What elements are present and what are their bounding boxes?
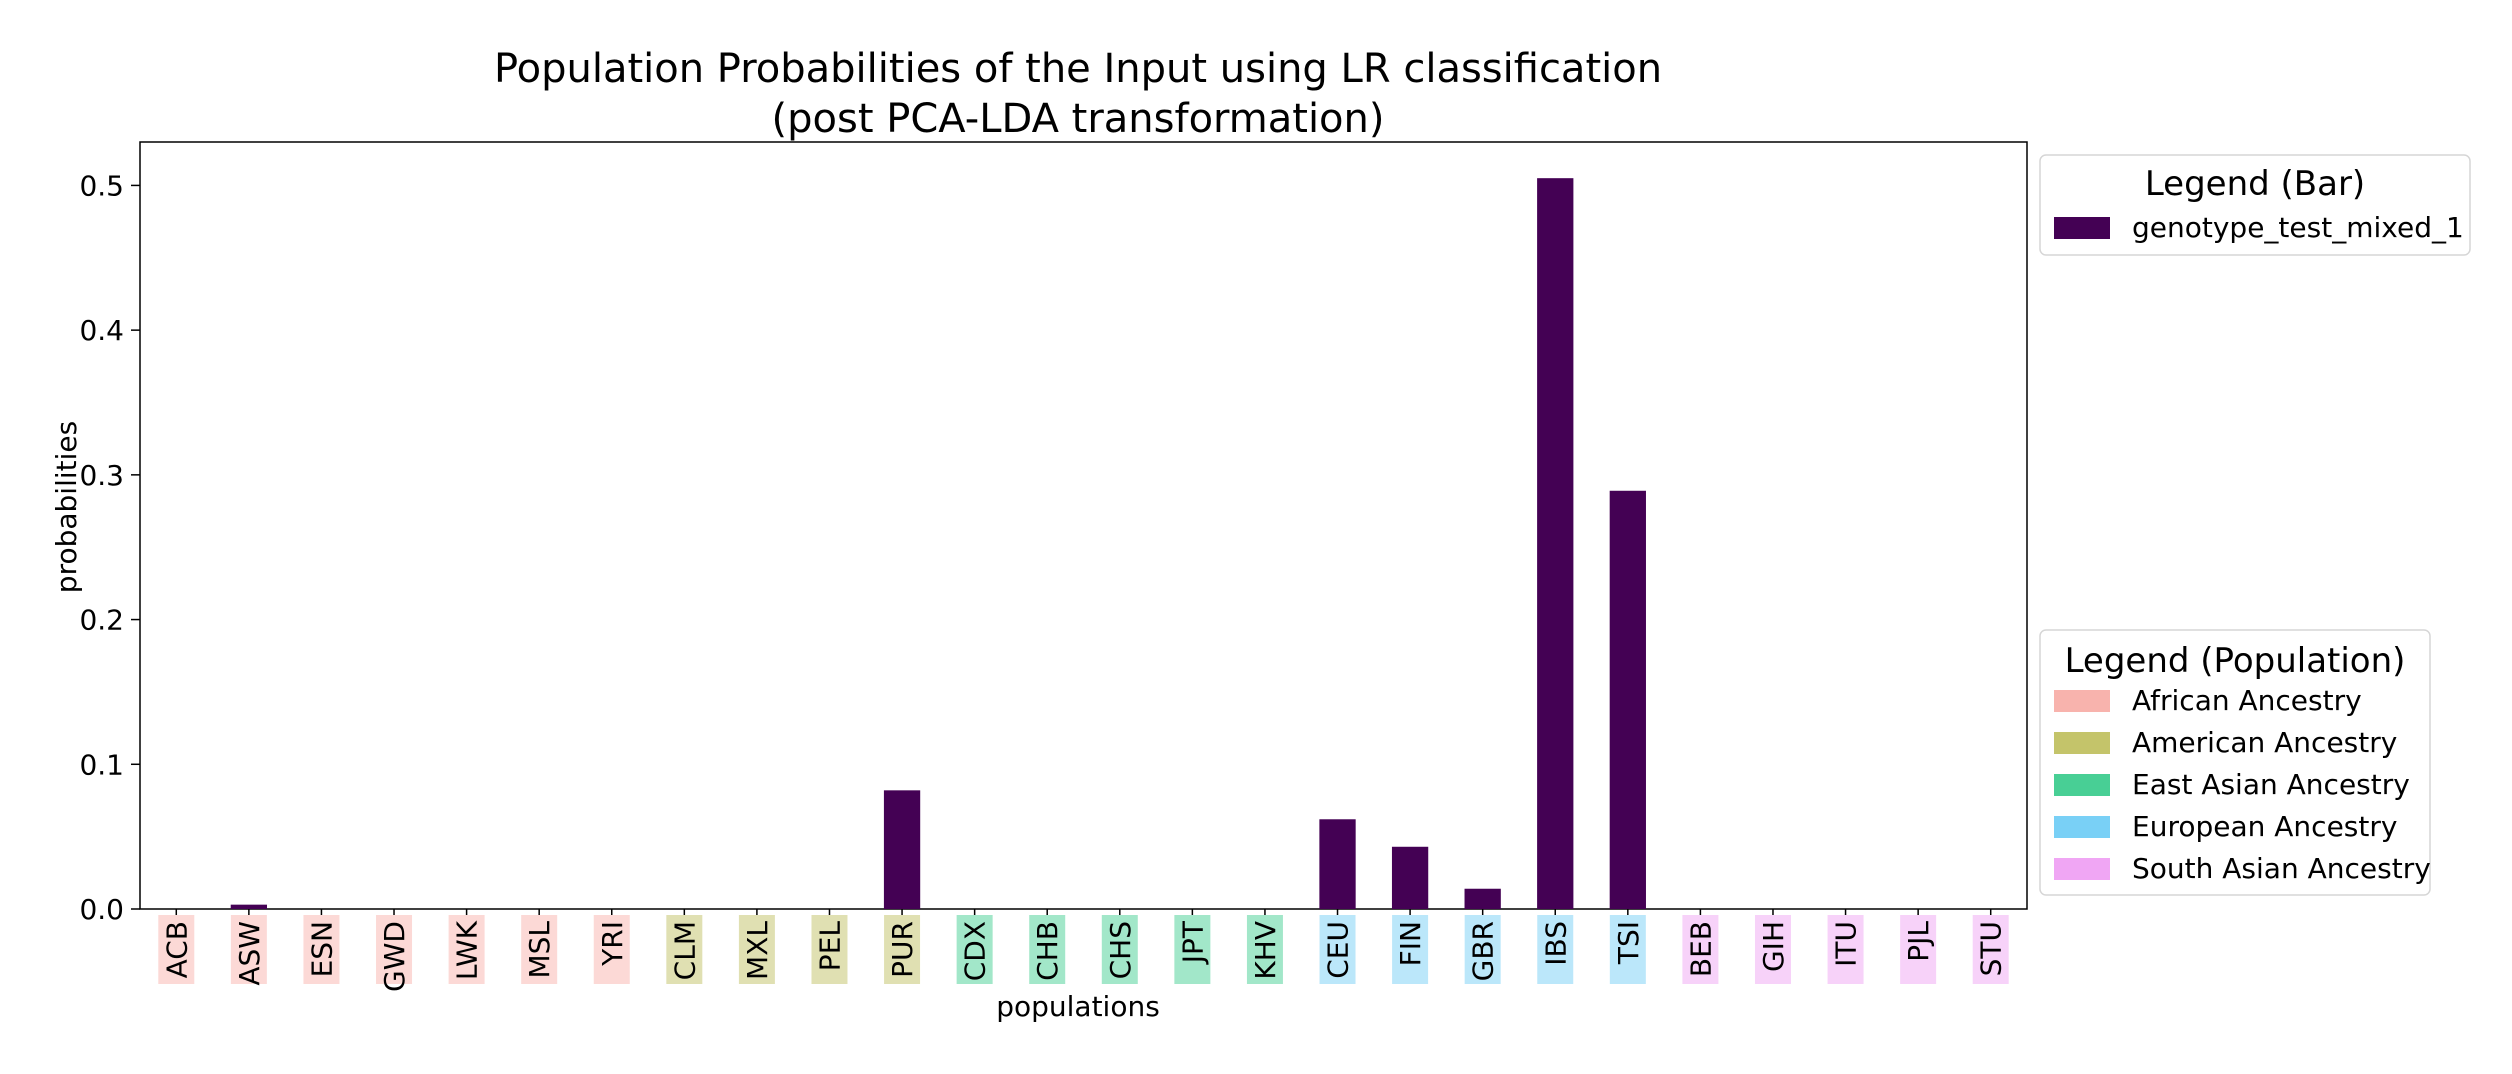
x-tick-label-bg bbox=[448, 915, 485, 984]
x-tick-label: LWK bbox=[451, 920, 484, 980]
x-tick-label-bg bbox=[1754, 915, 1791, 984]
x-tick-label: PEL bbox=[813, 921, 846, 972]
x-tick-label: MXL bbox=[741, 921, 774, 980]
legend-population-box bbox=[2039, 629, 2431, 896]
legend-population-label: South Asian Ancestry bbox=[2132, 852, 2431, 885]
x-tick-label-bg bbox=[1029, 915, 1066, 984]
x-tick-label: KHV bbox=[1249, 921, 1282, 980]
x-tick-label-bg bbox=[1174, 915, 1211, 984]
legend-population-swatch bbox=[2054, 690, 2110, 712]
x-tick-label: CHB bbox=[1031, 921, 1064, 981]
x-tick-label-bg bbox=[303, 915, 340, 984]
x-tick-label-bg bbox=[230, 915, 267, 984]
x-tick-label-bg bbox=[376, 915, 413, 984]
y-tick-label: 0.4 bbox=[79, 314, 124, 347]
x-tick-label: PUR bbox=[886, 921, 919, 978]
legend-bar-title: Legend (Bar) bbox=[2145, 164, 2365, 204]
x-tick-label: GBR bbox=[1467, 921, 1500, 981]
y-axis-label: probabilities bbox=[50, 421, 83, 593]
x-tick-label: CLM bbox=[668, 921, 701, 980]
x-tick-label: CDX bbox=[959, 921, 992, 981]
x-tick-label: ITU bbox=[1830, 921, 1863, 967]
x-tick-label-bg bbox=[666, 915, 703, 984]
bar-asw bbox=[230, 904, 268, 909]
bar-ceu bbox=[1319, 819, 1356, 909]
x-tick-label-bg bbox=[1464, 915, 1501, 984]
legend-population-label: East Asian Ancestry bbox=[2132, 768, 2410, 801]
x-tick-label-bg bbox=[1682, 915, 1719, 984]
legend-bar-swatch bbox=[2054, 217, 2110, 239]
chart-title-line2: (post PCA-LDA transformation) bbox=[772, 96, 1385, 142]
bar-pur bbox=[883, 790, 921, 909]
x-tick-label-bg bbox=[593, 915, 630, 984]
plot-frame bbox=[139, 141, 2028, 910]
x-tick-label-bg bbox=[1827, 915, 1864, 984]
x-tick-label: YRI bbox=[596, 921, 629, 967]
legend-population-title: Legend (Population) bbox=[2065, 641, 2406, 681]
x-tick-label-bg bbox=[738, 915, 775, 984]
y-tick-label: 0.1 bbox=[79, 748, 124, 781]
x-tick-label: ESN bbox=[305, 921, 338, 977]
x-tick-label: IBS bbox=[1539, 921, 1572, 966]
x-tick-label: CHS bbox=[1104, 921, 1137, 979]
y-tick-label: 0.5 bbox=[79, 169, 124, 202]
x-tick-label: PJL bbox=[1902, 921, 1935, 962]
x-tick-label-bg bbox=[1900, 915, 1937, 984]
x-tick-label: STU bbox=[1975, 921, 2008, 976]
x-tick-label: JPT bbox=[1176, 920, 1209, 965]
bar-gbr bbox=[1464, 888, 1501, 909]
legend-population-swatch bbox=[2054, 816, 2110, 838]
y-tick-label: 0.0 bbox=[79, 893, 124, 926]
x-axis-label: populations bbox=[996, 990, 1160, 1023]
legend-population-label: African Ancestry bbox=[2132, 684, 2362, 717]
x-tick-label-bg bbox=[956, 915, 993, 984]
x-tick-label: GIH bbox=[1757, 921, 1790, 972]
legend-population-label: European Ancestry bbox=[2132, 810, 2397, 843]
x-tick-label-bg bbox=[884, 915, 921, 984]
legend-population-label: American Ancestry bbox=[2132, 726, 2397, 759]
legend-population-swatch bbox=[2054, 858, 2110, 880]
x-tick-label-bg bbox=[1972, 915, 2009, 984]
x-tick-label-bg bbox=[1319, 915, 1356, 984]
bar-ibs bbox=[1537, 178, 1574, 909]
y-tick-label: 0.2 bbox=[79, 604, 124, 637]
legend-population-swatch bbox=[2054, 732, 2110, 754]
x-tick-label: MSL bbox=[523, 921, 556, 979]
x-tick-label: ACB bbox=[160, 921, 193, 978]
x-tick-label: BEB bbox=[1684, 921, 1717, 977]
legend-population-swatch bbox=[2054, 774, 2110, 796]
x-tick-label-bg bbox=[811, 915, 848, 984]
x-tick-label-bg bbox=[1246, 915, 1283, 984]
x-tick-label: TSI bbox=[1612, 921, 1645, 965]
x-tick-label-bg bbox=[158, 915, 195, 984]
chart-title-line1: Population Probabilities of the Input us… bbox=[494, 46, 1662, 92]
x-tick-label-bg bbox=[521, 915, 558, 984]
x-tick-label-bg bbox=[1537, 915, 1574, 984]
y-tick-label: 0.3 bbox=[79, 459, 124, 492]
x-tick-label: FIN bbox=[1394, 921, 1427, 966]
legend-bar-box bbox=[2039, 154, 2471, 256]
bar-fin bbox=[1391, 846, 1429, 909]
x-tick-label-bg bbox=[1101, 915, 1138, 984]
x-tick-label: ASW bbox=[233, 921, 266, 986]
x-tick-label-bg bbox=[1392, 915, 1429, 984]
x-tick-label: GWD bbox=[378, 921, 411, 992]
x-tick-label: CEU bbox=[1322, 921, 1355, 979]
bar-tsi bbox=[1609, 490, 1646, 909]
legend-bar-label: genotype_test_mixed_1 bbox=[2132, 211, 2464, 244]
x-tick-label-bg bbox=[1609, 915, 1646, 984]
